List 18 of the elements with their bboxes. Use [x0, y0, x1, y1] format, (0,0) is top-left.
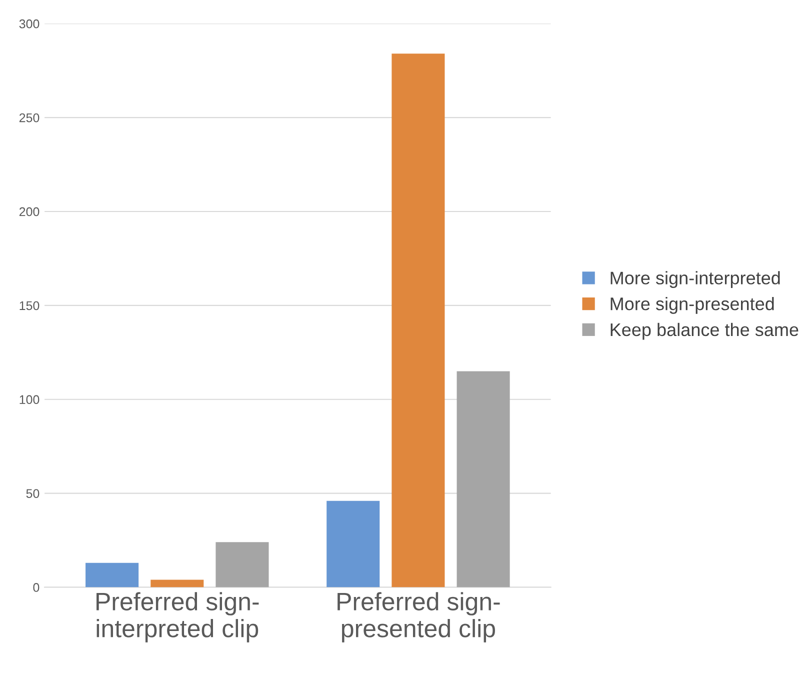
y-tick-label: 150 [20, 301, 40, 310]
y-tick-label: 100 [20, 395, 40, 404]
y-tick-label: 0 [33, 583, 40, 592]
bar [392, 54, 445, 588]
legend-label: Keep balance the same [610, 322, 798, 340]
y-tick-label: 200 [19, 207, 40, 216]
y-tick-label: 250 [19, 113, 40, 122]
legend-label: More sign-presented [610, 297, 774, 314]
x-tick-label: Preferred sign- presented clip [338, 592, 500, 642]
y-tick-label: 300 [19, 19, 40, 28]
x-tick-label: Preferred sign- interpreted clip [96, 592, 259, 642]
bar [326, 500, 380, 588]
bar [150, 580, 204, 588]
legend-label: More sign-interpreted [610, 271, 780, 288]
bar [456, 371, 510, 588]
bar [216, 542, 269, 588]
y-tick-label: 50 [26, 489, 40, 498]
bar [86, 562, 139, 588]
